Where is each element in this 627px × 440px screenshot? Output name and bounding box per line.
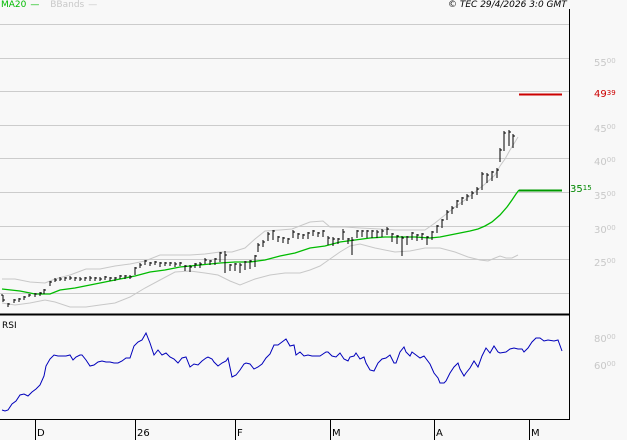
x-label-2026: 26 <box>137 428 150 439</box>
ma20-line <box>1 189 520 295</box>
rsi-line <box>1 331 563 412</box>
price-label-4000: 4000 <box>594 156 616 168</box>
rsi-label-60: 6000 <box>594 360 616 372</box>
bbands-lower-line <box>1 243 519 308</box>
ma20-value-tag: 3515 <box>570 184 592 195</box>
x-label-mar: M <box>332 428 341 439</box>
price-label-5500: 5500 <box>594 57 616 69</box>
price-gridlines <box>0 24 569 294</box>
x-label-may: M <box>531 428 540 439</box>
last-price-tag: 4939 <box>594 89 616 100</box>
legend-ma20: MA20— <box>1 0 43 10</box>
x-label-feb: F <box>237 428 243 439</box>
legend-bbands-swatch: — <box>88 0 98 10</box>
copyright-timestamp: © TEC 29/4/2026 3:0 GMT <box>448 0 567 10</box>
legend-ma20-label: MA20 <box>1 0 27 10</box>
rsi-label-80: 8000 <box>594 333 616 345</box>
ohlc-bars <box>1 130 515 307</box>
rsi-label: RSI <box>2 321 17 331</box>
x-label-dec: D <box>37 428 45 439</box>
chart-legend: MA20— BBands — <box>1 0 105 12</box>
x-axis-ticks <box>35 420 530 440</box>
price-label-3000: 3000 <box>594 224 616 236</box>
legend-bbands: BBands — <box>50 0 101 10</box>
legend-bbands-label: BBands <box>50 0 85 10</box>
price-label-3500: 3500 <box>594 190 616 202</box>
x-label-apr: A <box>436 428 443 439</box>
legend-ma20-swatch: — <box>30 0 40 10</box>
price-label-4500: 4500 <box>594 123 616 135</box>
price-label-2500: 2500 <box>594 257 616 269</box>
